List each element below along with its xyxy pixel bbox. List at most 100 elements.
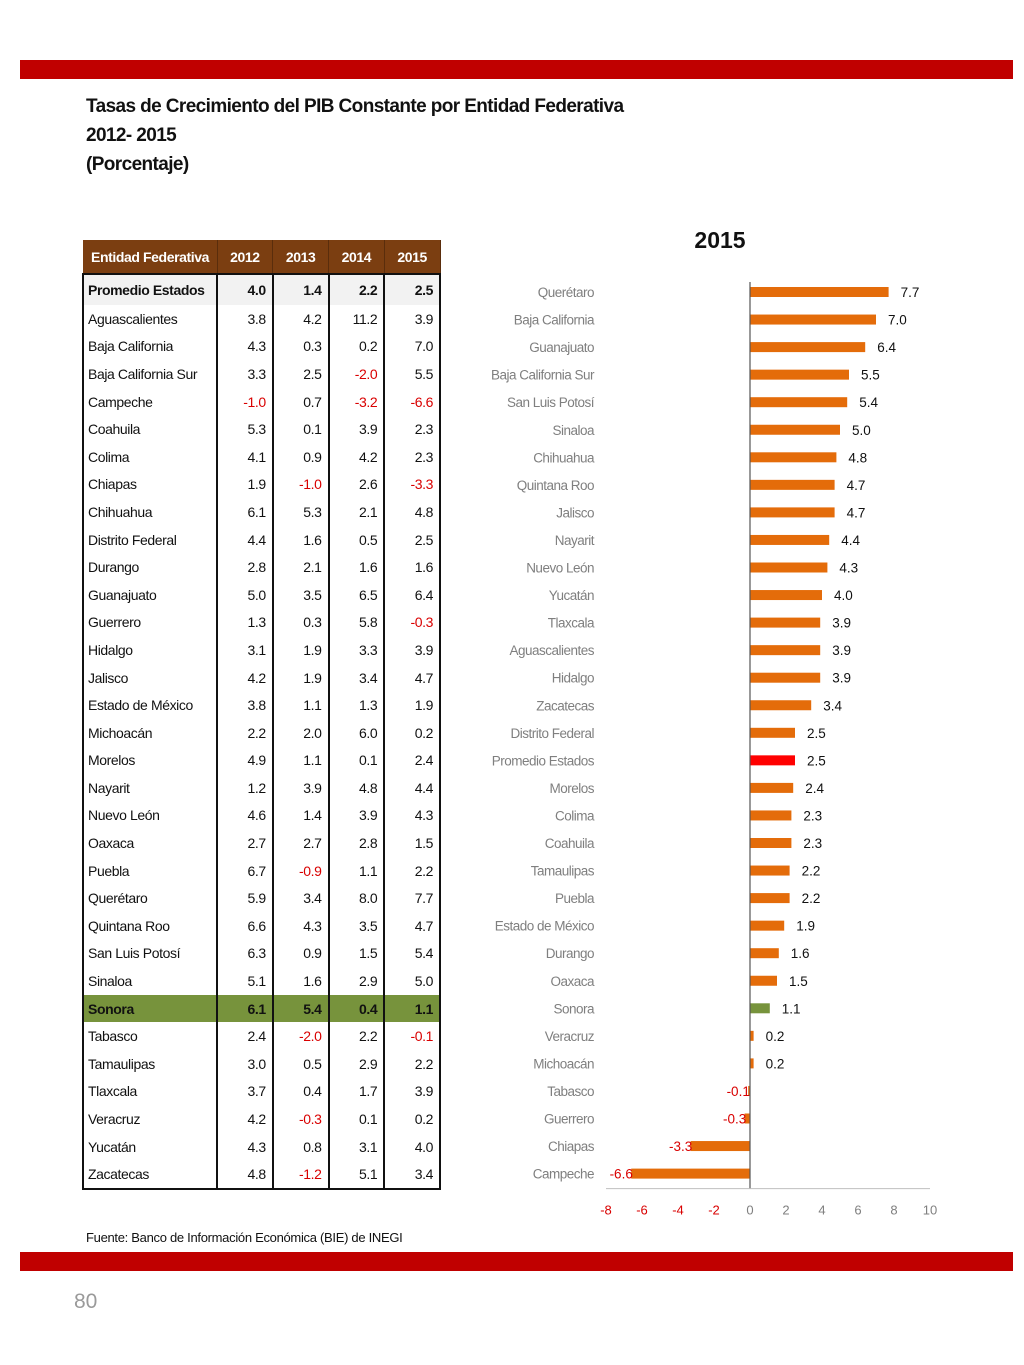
value-cell: -0.1 — [384, 1022, 441, 1051]
table-row: Michoacán 2.2 2.0 6.0 0.2 — [82, 718, 441, 747]
value-cell: 2.2 — [384, 1050, 441, 1078]
value-cell: 0.2 — [384, 1105, 441, 1133]
x-tick-label: 4 — [818, 1203, 825, 1218]
value-cell: 3.3 — [328, 636, 386, 664]
value-cell: -0.9 — [272, 856, 330, 885]
value-label: 1.9 — [796, 919, 815, 934]
entity-name-cell: Sinaloa — [82, 967, 218, 995]
category-label: Guanajuato — [529, 340, 594, 355]
value-cell: 1.6 — [272, 525, 330, 554]
bar — [750, 700, 812, 711]
table-header-row: Entidad Federativa 2012 2013 2014 2015 — [83, 240, 441, 274]
entity-name-cell: Guanajuato — [82, 580, 218, 609]
table-row: Durango 2.8 2.1 1.6 1.6 — [82, 553, 441, 581]
x-tick-label: 6 — [854, 1203, 861, 1218]
bar — [750, 342, 866, 353]
category-label: Estado de México — [495, 919, 594, 934]
value-cell: 4.8 — [328, 774, 386, 802]
category-label: Colima — [555, 808, 595, 823]
entity-name-cell: Oaxaca — [82, 829, 218, 857]
value-label: -0.3 — [723, 1112, 746, 1127]
value-label: 2.5 — [807, 753, 826, 768]
value-cell: 5.0 — [217, 580, 274, 609]
value-cell: 4.0 — [384, 1132, 441, 1161]
value-cell: 4.2 — [217, 1105, 274, 1133]
value-label: 2.5 — [807, 726, 826, 741]
value-cell: 3.4 — [272, 884, 330, 913]
value-cell: -1.0 — [272, 470, 330, 499]
entity-name-cell: Zacatecas — [82, 1160, 218, 1190]
value-cell: -6.6 — [384, 387, 441, 416]
gdp-growth-table: Entidad Federativa 2012 2013 2014 2015 Prome… — [82, 240, 441, 1190]
bar — [750, 534, 830, 545]
value-cell: 6.5 — [328, 580, 386, 609]
column-header: 2012 — [217, 240, 274, 274]
value-cell: 11.2 — [328, 305, 386, 333]
category-label: Quintana Roo — [517, 478, 594, 493]
value-cell: 0.1 — [328, 1105, 386, 1133]
value-cell: 0.9 — [272, 442, 330, 471]
value-cell: 2.1 — [328, 498, 386, 526]
table-row: Chihuahua 6.1 5.3 2.1 4.8 — [82, 498, 441, 526]
entity-name-cell: Chihuahua — [82, 498, 218, 526]
value-cell: -0.3 — [272, 1105, 330, 1133]
value-cell: 1.1 — [272, 691, 330, 719]
value-label: -6.6 — [610, 1167, 633, 1182]
table-row: Aguascalientes 3.8 4.2 11.2 3.9 — [82, 305, 441, 333]
value-cell: 0.4 — [328, 994, 386, 1023]
value-cell: 3.4 — [384, 1160, 441, 1190]
value-cell: 5.4 — [384, 939, 441, 968]
value-cell: 5.1 — [217, 967, 274, 995]
value-cell: 3.8 — [217, 691, 274, 719]
value-cell: 1.9 — [217, 470, 274, 499]
value-cell: 0.8 — [272, 1132, 330, 1161]
value-cell: 4.8 — [384, 498, 441, 526]
bar — [750, 672, 821, 683]
value-label: 3.4 — [823, 698, 842, 713]
period-subtitle: 2012- 2015 — [86, 125, 177, 146]
table-row: Hidalgo 3.1 1.9 3.3 3.9 — [82, 636, 441, 664]
x-tick-label: -4 — [672, 1203, 684, 1218]
entity-name-cell: Estado de México — [82, 691, 218, 719]
value-cell: 4.6 — [217, 801, 274, 830]
value-cell: -3.3 — [384, 470, 441, 499]
table-row: Baja California 4.3 0.3 0.2 7.0 — [82, 332, 441, 361]
value-label: 4.3 — [839, 561, 858, 576]
value-cell: -2.0 — [272, 1022, 330, 1051]
value-cell: 1.6 — [384, 553, 441, 581]
column-header: 2015 — [384, 240, 441, 274]
bar — [750, 369, 849, 380]
value-label: -3.3 — [669, 1139, 692, 1154]
x-tick-label: 2 — [782, 1203, 789, 1218]
value-label: 2.4 — [805, 781, 824, 796]
value-cell: 4.4 — [217, 525, 274, 554]
entity-name-cell: Nuevo León — [82, 801, 218, 830]
column-header: Entidad Federativa — [83, 240, 218, 274]
table-row: Nayarit 1.2 3.9 4.8 4.4 — [82, 774, 441, 802]
table-row: Sinaloa 5.1 1.6 2.9 5.0 — [82, 967, 441, 995]
value-cell: 3.9 — [328, 415, 386, 443]
value-cell: 0.3 — [272, 332, 330, 361]
value-label: 4.7 — [847, 505, 866, 520]
entity-name-cell: Guerrero — [82, 608, 218, 637]
value-cell: 2.5 — [384, 525, 441, 554]
value-label: 1.5 — [789, 974, 808, 989]
value-label: 2.3 — [803, 836, 822, 851]
bar — [750, 424, 840, 435]
main-title: Tasas de Crecimiento del PIB Constante p… — [86, 96, 624, 117]
value-cell: 3.1 — [217, 636, 274, 664]
value-cell: 4.1 — [217, 442, 274, 471]
bar — [750, 948, 779, 959]
value-cell: 3.7 — [217, 1077, 274, 1106]
category-label: Distrito Federal — [510, 726, 594, 741]
value-cell: 0.2 — [384, 718, 441, 747]
bar — [750, 314, 876, 325]
value-cell: 2.5 — [384, 273, 441, 305]
value-label: 5.0 — [852, 423, 871, 438]
category-label: Sonora — [553, 1001, 595, 1016]
value-cell: 4.2 — [272, 305, 330, 333]
value-cell: 1.6 — [328, 553, 386, 581]
category-label: Guerrero — [544, 1112, 594, 1127]
value-label: 5.5 — [861, 368, 880, 383]
value-cell: 3.5 — [272, 580, 330, 609]
